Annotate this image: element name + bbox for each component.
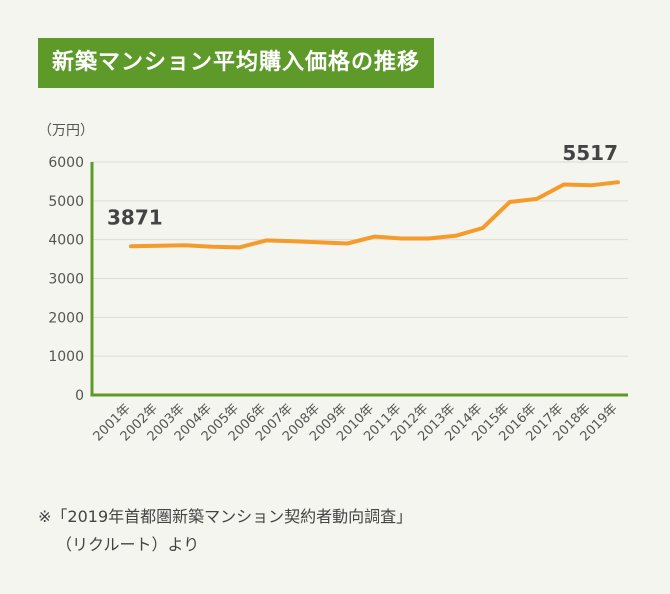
- data-label: 3871: [107, 205, 163, 229]
- y-tick-label: 1000: [48, 349, 84, 365]
- y-tick-label: 2000: [48, 310, 84, 326]
- series-line: [129, 180, 620, 250]
- chart-title: 新築マンション平均購入価格の推移: [38, 38, 435, 88]
- y-tick-label: 0: [75, 388, 84, 404]
- y-axis-unit-label: （万円）: [38, 123, 94, 139]
- data-label: 5517: [562, 141, 618, 165]
- source-note-line2: （リクルート）より: [56, 535, 200, 554]
- y-tick-label: 4000: [48, 233, 84, 249]
- source-note: ※「2019年首都圏新築マンション契約者動向調査」 （リクルート）より: [38, 503, 412, 559]
- source-note-line1: ※「2019年首都圏新築マンション契約者動向調査」: [38, 507, 413, 526]
- y-tick-label: 6000: [48, 155, 84, 171]
- y-tick-label: 3000: [48, 272, 84, 288]
- y-tick-label: 5000: [48, 194, 84, 210]
